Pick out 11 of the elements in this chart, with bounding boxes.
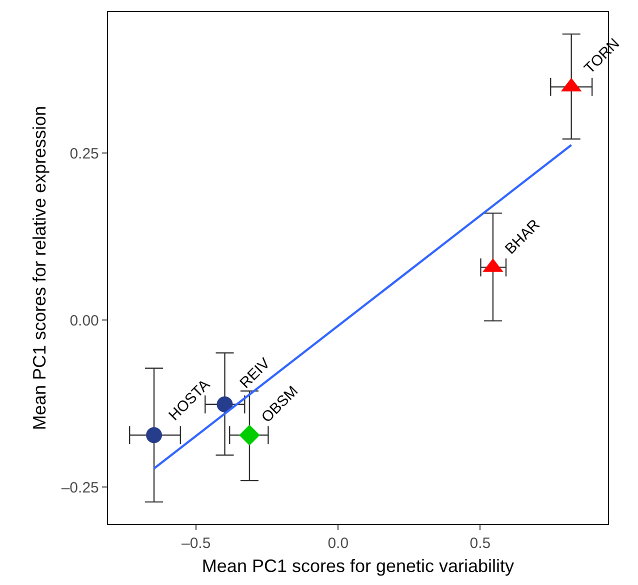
y-tick-label: 0.00: [70, 312, 99, 330]
y-tick-label: 0.25: [70, 145, 99, 162]
x-axis-title: Mean PC1 scores for genetic variability: [202, 556, 514, 576]
point: [216, 396, 233, 412]
point: [146, 427, 162, 444]
x-tick-label: 0.0: [328, 535, 349, 552]
y-axis-title: Mean PC1 scores for relative expression: [30, 106, 50, 430]
y-tick-label: –0.25: [61, 479, 99, 496]
x-tick-label: –0.5: [181, 535, 211, 552]
point: [239, 424, 260, 446]
x-tick-label: 0.5: [470, 535, 491, 552]
